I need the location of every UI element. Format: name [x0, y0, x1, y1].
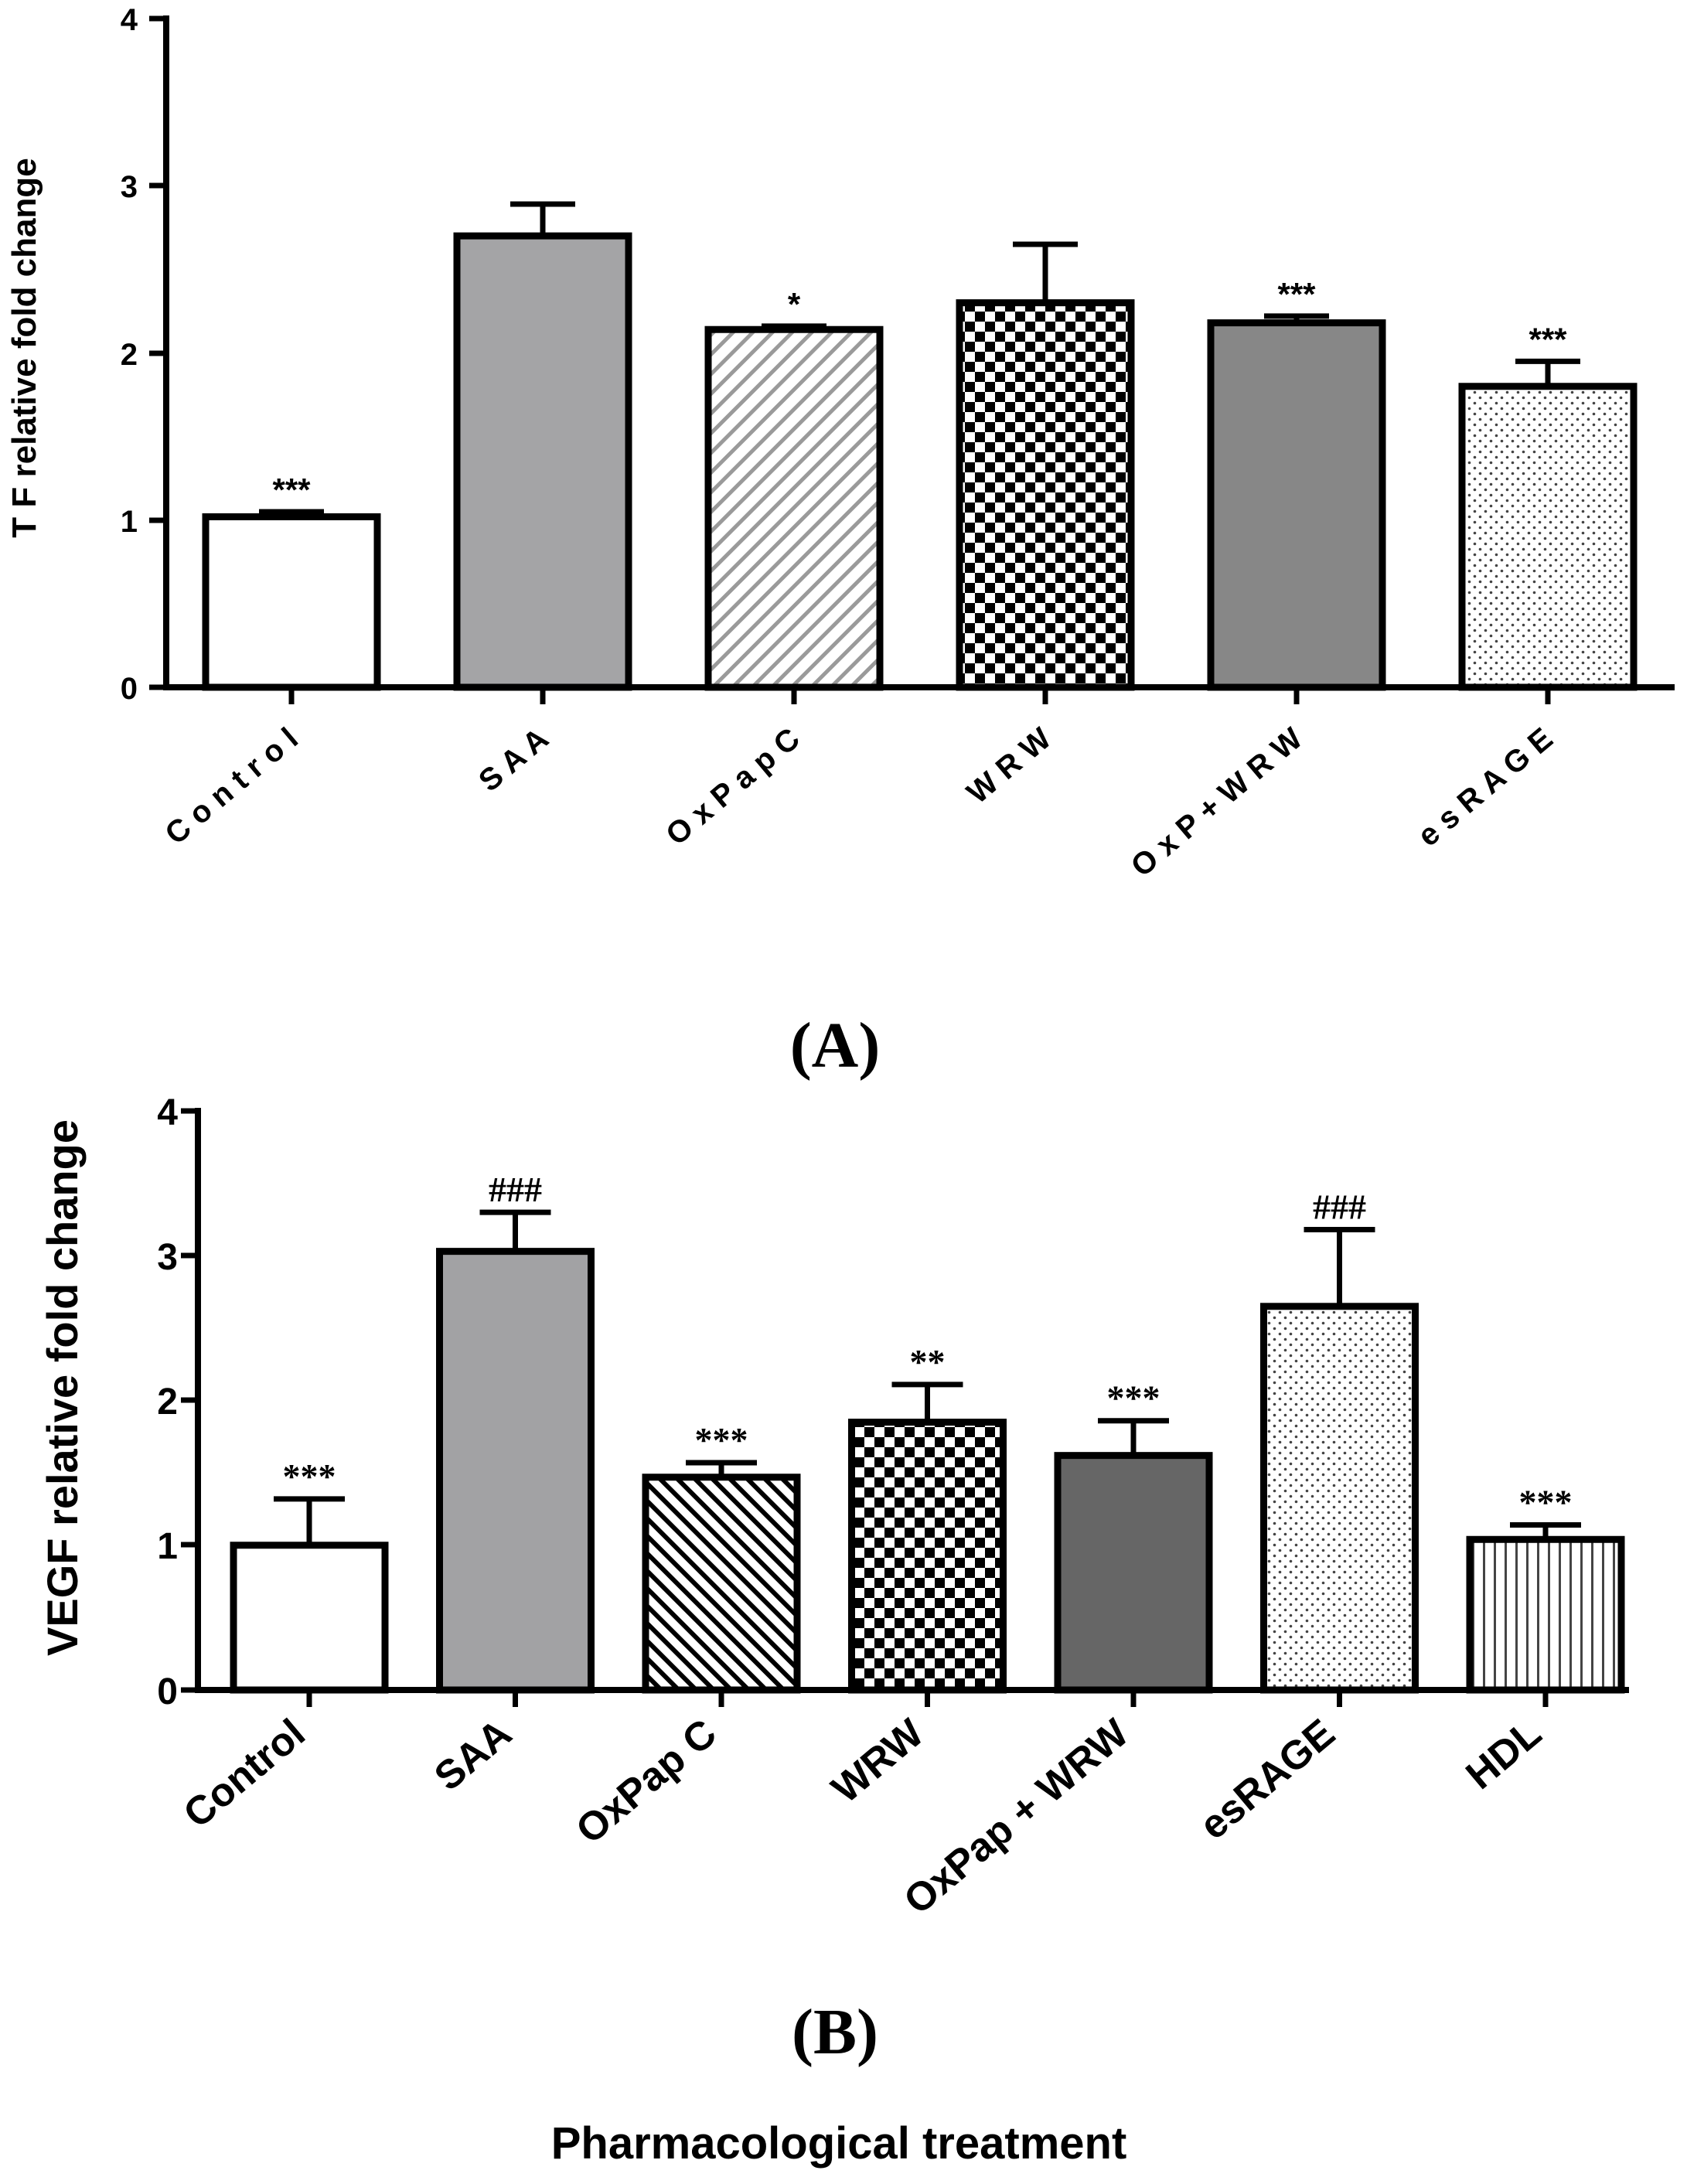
panel-b-label: (B): [792, 1996, 878, 2068]
panel-a-ytick-2: 2: [121, 338, 166, 372]
panel-a-category-label-0: C o n t r o l: [158, 721, 304, 851]
panel-a-ytick-4: 4: [121, 3, 166, 37]
panel-b-ytick-label-4: 4: [157, 1092, 178, 1133]
panel-a-errorbar-5: [1515, 358, 1580, 387]
panel-b-bar-5: [1260, 1303, 1419, 1694]
panel-a-category-label-3: W R W: [961, 721, 1058, 810]
panel-b-annotation-2: ***: [695, 1420, 748, 1460]
panel-b-annotation-6: ***: [1519, 1483, 1573, 1522]
panel-b-bar-4: [1054, 1452, 1213, 1694]
panel-a-bar-1: [453, 232, 632, 691]
panel-a-errorbar-1: [510, 201, 575, 237]
panel-b-bar-3: [848, 1419, 1007, 1694]
panel-a-ytick-label-1: 1: [121, 505, 138, 539]
panel-b-category-label-6: HDL: [1458, 1711, 1550, 1798]
panel-a-category-label-4: O x P + W R W: [1125, 721, 1309, 884]
panel-b-errorbar-3: [891, 1382, 963, 1422]
panel-a-category-label-2: O x P a p C: [659, 721, 806, 852]
panel-b-errorbar-1: [479, 1209, 551, 1252]
panel-b-annotation-5: ###: [1313, 1187, 1366, 1227]
panel-b-errorbar-5: [1304, 1227, 1375, 1307]
panel-b-category-label-1: SAA: [426, 1711, 520, 1800]
panel-a-ytick-label-2: 2: [121, 338, 138, 372]
panel-a-y-label: T F relative fold change: [5, 158, 43, 537]
panel-b-ytick-label-2: 2: [157, 1382, 178, 1422]
panel-b-ytick-label-3: 3: [157, 1237, 178, 1278]
panel-a-category-label-5: e s R A G E: [1412, 721, 1559, 853]
panel-a-annotation-0: ***: [272, 472, 311, 508]
panel-a-label: (A): [790, 1010, 881, 1082]
panel-a-ytick-0: 0: [121, 672, 166, 706]
panel-b-annotation-0: ***: [283, 1457, 336, 1496]
panel-b-y-label: VEGF relative fold change: [38, 1119, 87, 1656]
panel-b-bar-1: [436, 1248, 595, 1694]
panel-b-ytick-label-0: 0: [157, 1671, 178, 1712]
panel-a-bar-3: [956, 299, 1135, 691]
panel-b: VEGF relative fold change 0 1 2 3 4 *** #…: [38, 1092, 1629, 2169]
panel-a-ytick-label-4: 4: [121, 3, 138, 37]
panel-a-annotation-5: ***: [1529, 321, 1567, 357]
panel-b-ytick-3: 3: [157, 1237, 198, 1278]
panel-b-errorbar-0: [274, 1496, 345, 1545]
panel-b-category-label-5: esRAGE: [1191, 1711, 1344, 1848]
panel-a-bar-4: [1207, 319, 1386, 691]
panel-b-category-label-2: OxPap C: [567, 1711, 724, 1853]
panel-b-errorbar-4: [1098, 1418, 1169, 1456]
panel-a-category-label-1: S A A: [472, 721, 555, 798]
panel-b-ytick-1: 1: [157, 1526, 198, 1567]
panel-b-ytick-4: 4: [157, 1092, 198, 1133]
panel-b-bar-6: [1466, 1535, 1625, 1694]
panel-b-bar-2: [642, 1474, 801, 1694]
panel-a: T F relative fold change 0 1 2 3 4 **** *…: [5, 3, 1675, 1082]
panel-a-bar-5: [1458, 383, 1638, 691]
panel-a-bars: **** ******: [202, 201, 1638, 704]
panel-b-category-label-0: Control: [176, 1711, 314, 1837]
panel-a-bar-0: [202, 513, 381, 691]
panel-b-x-label: Pharmacological treatment: [551, 2118, 1127, 2169]
panel-a-ytick-3: 3: [121, 170, 166, 204]
panel-a-ytick-label-0: 0: [121, 672, 138, 706]
panel-b-annotation-4: ***: [1107, 1378, 1160, 1418]
panel-a-ytick-1: 1: [121, 505, 166, 539]
panel-b-annotation-3: **: [910, 1342, 946, 1382]
panel-a-ytick-label-3: 3: [121, 170, 138, 204]
panel-b-ytick-0: 0: [157, 1671, 198, 1712]
panel-b-bar-0: [230, 1542, 389, 1694]
panel-b-ytick-label-1: 1: [157, 1526, 178, 1567]
panel-a-errorbar-3: [1013, 241, 1078, 303]
panel-a-bar-2: [704, 325, 884, 691]
panel-b-category-label-3: WRW: [823, 1710, 932, 1812]
panel-b-ytick-2: 2: [157, 1382, 198, 1422]
panel-a-annotation-2: *: [788, 286, 801, 322]
panel-a-annotation-4: ***: [1277, 276, 1316, 312]
panel-b-category-label-4: OxPap + WRW: [896, 1710, 1138, 1923]
panel-b-annotation-1: ###: [489, 1170, 542, 1209]
panel-b-bars: ***###********###***: [230, 1170, 1625, 1707]
